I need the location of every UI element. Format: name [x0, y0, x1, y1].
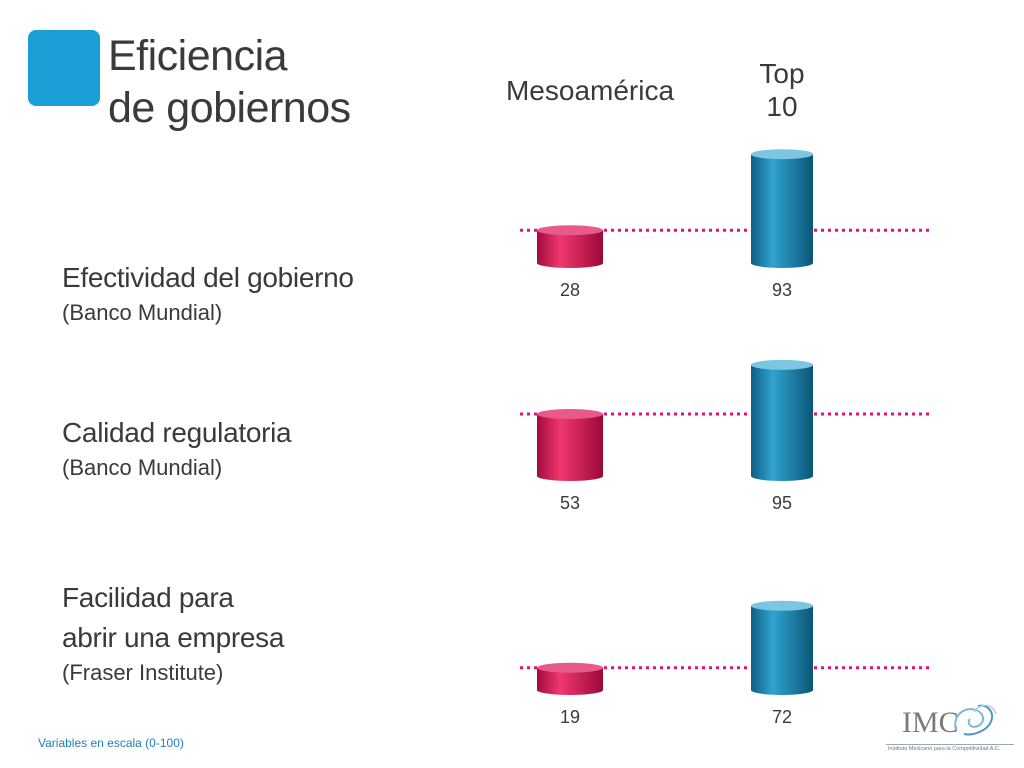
imco-logo-rule	[886, 744, 1014, 745]
column-header-top10: Top 10	[730, 57, 834, 123]
slide-title: Eficiencia de gobiernos	[108, 30, 351, 134]
row-label-title: Efectividad del gobierno	[62, 262, 354, 293]
bar-base	[751, 685, 813, 695]
imco-logo-word: IMC	[902, 706, 959, 739]
bar-base	[751, 471, 813, 481]
slide-title-line-2: de gobiernos	[108, 84, 351, 132]
bar-top-cap	[537, 662, 603, 673]
bar-value-label: 28	[560, 280, 580, 300]
slide-title-line-1: Eficiencia	[108, 32, 288, 80]
bar-value-label: 93	[772, 280, 792, 300]
bar-value-label: 19	[560, 707, 580, 727]
bar-top10	[751, 605, 813, 690]
row-label-source: (Banco Mundial)	[62, 455, 223, 480]
bar-mesoamerica	[537, 230, 603, 263]
bar-top-cap	[537, 408, 603, 419]
imco-logo-tagline: Instituto Mexicano para la Competitivida…	[888, 746, 1001, 752]
row-label-title-line-2: abrir una empresa	[62, 622, 285, 653]
bar-top-cap	[751, 149, 813, 160]
bar-base	[537, 685, 603, 695]
row-label-source: (Fraser Institute)	[62, 660, 224, 685]
bar-mesoamerica	[537, 413, 603, 476]
column-header-top10-line-2: 10	[766, 91, 798, 122]
title-accent-square	[28, 30, 100, 106]
row-label-source: (Banco Mundial)	[62, 300, 223, 325]
row-label-title-line-1: Facilidad para	[62, 582, 234, 613]
bar-top10	[751, 364, 813, 476]
bar-base	[537, 471, 603, 481]
bar-top10	[751, 154, 813, 263]
bar-base	[751, 258, 813, 268]
imco-swirl-icon	[954, 704, 997, 736]
row-label-title: Calidad regulatoria	[62, 417, 292, 448]
column-header-top10-line-1: Top	[759, 58, 805, 89]
bar-value-label: 53	[560, 493, 580, 513]
row-label-efectividad: Efectividad del gobierno (Banco Mundial)	[62, 258, 354, 328]
row-label-calidad: Calidad regulatoria (Banco Mundial)	[62, 413, 292, 483]
bar-top-cap	[537, 225, 603, 236]
bar-top-cap	[751, 359, 813, 370]
scale-footnote: Variables en escala (0-100)	[38, 736, 184, 750]
bar-mesoamerica	[537, 667, 603, 690]
bar-value-label: 72	[772, 707, 792, 727]
imco-logo: IMC Instituto Mexicano para la Competiti…	[886, 700, 1014, 758]
bar-value-label: 95	[772, 493, 792, 513]
column-header-mesoamerica: Mesoamérica	[505, 75, 675, 106]
bar-top-cap	[751, 600, 813, 611]
bar-base	[537, 258, 603, 268]
row-label-facilidad: Facilidad para abrir una empresa (Fraser…	[62, 578, 284, 688]
